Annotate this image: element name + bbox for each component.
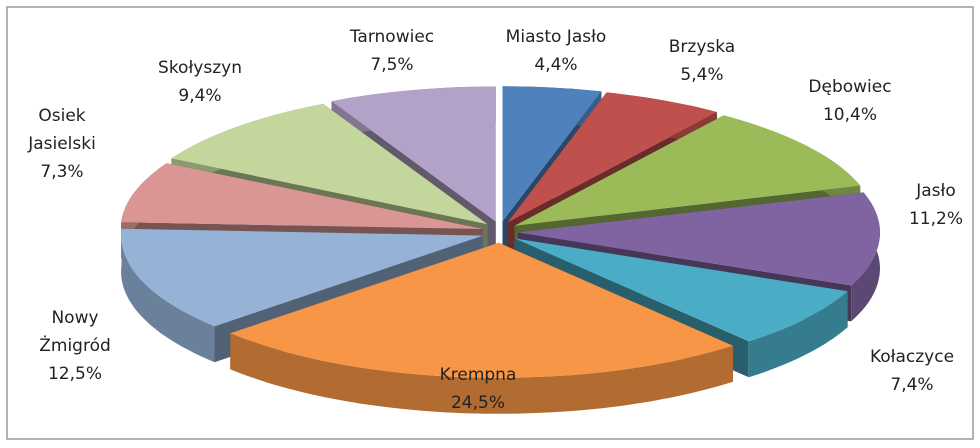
value-label: 9,4% [178,86,221,106]
slice [230,242,734,378]
slice [514,238,848,342]
value-label: 7,4% [890,375,933,395]
category-label: Jasło [915,181,956,201]
value-label: 7,5% [370,55,413,75]
value-label: 11,2% [909,209,963,229]
slice-rim [230,333,734,414]
labels: Miasto Jasło 4,4% Brzyska 5,4% Dębowiec 10,4%… [27,27,963,413]
slice-rim [121,228,215,363]
value-label: 5,4% [680,65,723,85]
value-label: 12,5% [48,364,102,384]
category-label: Miasto Jasło [506,27,607,47]
slice-rim [748,291,848,378]
slice [518,192,880,286]
category-label: Brzyska [669,37,735,57]
value-label: 24,5% [451,393,505,413]
value-label: 10,4% [823,105,877,125]
slice [514,115,861,226]
category-label: Skołyszyn [158,58,242,78]
slice [121,228,483,327]
pie [121,86,880,414]
category-label: Kołaczyce [870,347,954,367]
category-label: Dębowiec [808,77,891,97]
slice [507,92,717,223]
value-label: 4,4% [534,55,577,75]
category-label: Tarnowiec [349,27,434,47]
value-label: 7,3% [40,162,83,182]
slice [502,86,602,222]
slice [331,86,496,222]
slice [171,103,488,225]
category-label: Krempna [440,365,517,385]
slice [121,163,483,229]
category-label: Nowy Żmigród [39,308,111,356]
category-label: Osiek Jasielski [27,106,96,154]
